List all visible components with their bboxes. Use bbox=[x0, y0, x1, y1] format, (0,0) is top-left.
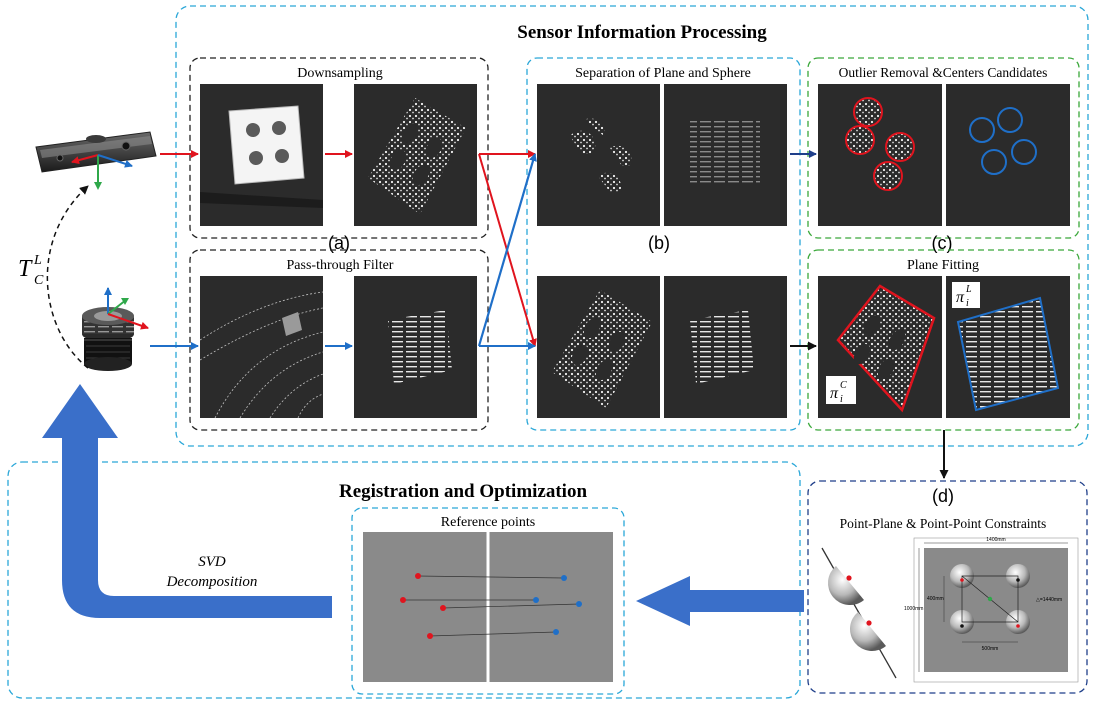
plane-fitting-box bbox=[807, 249, 1080, 431]
outlier-box bbox=[807, 57, 1080, 239]
transform-superscript: L bbox=[33, 253, 42, 268]
transform-T: T bbox=[18, 256, 33, 282]
svd-label-line1: SVD bbox=[198, 554, 226, 570]
pi-c-superscript: C bbox=[840, 380, 847, 391]
constraints-title: Point-Plane & Point-Point Constraints bbox=[840, 516, 1047, 531]
panel-label-b: (b) bbox=[648, 233, 670, 253]
reference-points-title: Reference points bbox=[441, 515, 535, 530]
lidar-icon bbox=[82, 307, 134, 371]
pi-l-superscript: L bbox=[965, 284, 972, 295]
outlier-title: Outlier Removal &Centers Candidates bbox=[839, 65, 1048, 80]
downsampling-title: Downsampling bbox=[297, 66, 383, 81]
pass-through-title: Pass-through Filter bbox=[287, 258, 394, 273]
pass-through-box bbox=[189, 249, 489, 431]
transform-label: T C L bbox=[18, 253, 44, 288]
transform-subscript: C bbox=[34, 273, 44, 288]
sensor-processing-title: Sensor Information Processing bbox=[517, 22, 767, 43]
lidar-centers-image bbox=[946, 84, 1070, 226]
calibration-board-illustration bbox=[913, 537, 1079, 683]
camera-centers-image bbox=[818, 84, 942, 226]
plane-fitting-title: Plane Fitting bbox=[907, 258, 979, 273]
camera-rgb-image bbox=[200, 84, 323, 226]
lidar-axes-icon bbox=[104, 287, 149, 330]
transform-dashed-arrow bbox=[46, 185, 89, 369]
measure-inner-bottom: 500mm bbox=[982, 646, 999, 652]
lidar-filtered-image bbox=[354, 276, 477, 418]
camera-plane-image bbox=[537, 276, 660, 418]
lidar-scan-image bbox=[199, 276, 324, 419]
pi-c-label: π i C bbox=[830, 380, 847, 405]
depth-camera-icon bbox=[35, 131, 157, 173]
pi-l-subscript: i bbox=[966, 298, 969, 309]
registration-region bbox=[7, 461, 801, 699]
panel-label-c: (c) bbox=[932, 233, 953, 253]
reference-points-box bbox=[351, 507, 625, 695]
panel-label-d: (d) bbox=[932, 486, 954, 506]
measure-left: 1000mm bbox=[904, 606, 923, 612]
pi-l-symbol: π bbox=[956, 289, 965, 306]
sphere-plane-illustration bbox=[821, 547, 897, 679]
lidar-plane-fit-image bbox=[946, 276, 1070, 418]
pi-l-label: π i L bbox=[956, 284, 972, 309]
measure-diagonal: △=1440mm bbox=[1036, 597, 1062, 603]
big-arrow-svd-to-lidar bbox=[42, 384, 332, 618]
lidar-spheres-image bbox=[664, 84, 787, 226]
camera-cloud-image bbox=[354, 84, 477, 226]
registration-title: Registration and Optimization bbox=[339, 481, 587, 502]
sensor-processing-region bbox=[175, 5, 1089, 447]
camera-axes-icon bbox=[71, 154, 133, 190]
separation-box bbox=[526, 57, 801, 431]
panel-label-a: (a) bbox=[328, 233, 350, 253]
reference-points-image bbox=[363, 532, 613, 682]
measure-inner-left: 400mm bbox=[927, 596, 944, 602]
separation-title: Separation of Plane and Sphere bbox=[575, 66, 751, 81]
pi-c-symbol: π bbox=[830, 385, 839, 402]
camera-plane-fit-image bbox=[818, 276, 942, 418]
lidar-plane-image bbox=[664, 276, 787, 418]
camera-spheres-image bbox=[537, 84, 660, 226]
svd-label-line2: Decomposition bbox=[166, 574, 258, 590]
measure-top: 1400mm bbox=[986, 537, 1005, 543]
downsampling-box bbox=[189, 57, 489, 239]
arrow-lidar-to-spheres bbox=[477, 153, 537, 347]
pi-c-subscript: i bbox=[840, 394, 843, 405]
big-arrow-to-reference bbox=[636, 576, 804, 626]
